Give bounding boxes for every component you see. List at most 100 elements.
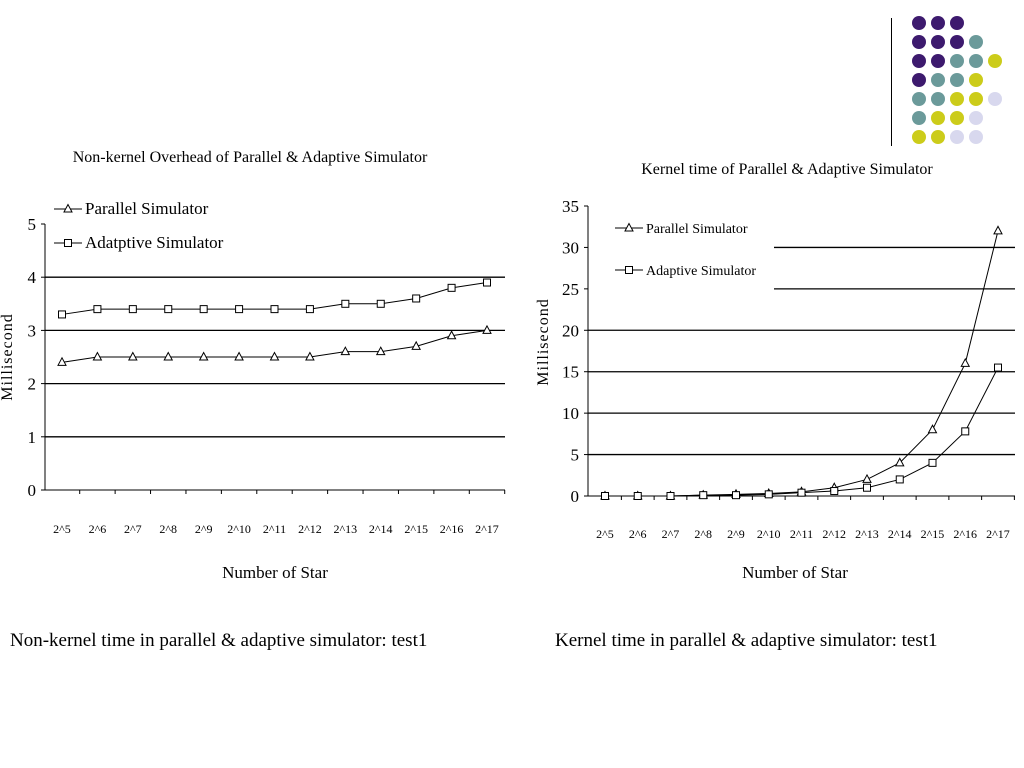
x-tick-label: 2^5 <box>596 527 614 541</box>
data-point <box>994 363 1002 372</box>
decorative-dot <box>912 16 926 30</box>
data-point <box>482 324 492 334</box>
decorative-dot <box>969 73 983 87</box>
data-point <box>376 299 385 308</box>
y-tick-label: 3 <box>28 321 37 340</box>
decorative-dot <box>931 73 945 87</box>
y-tick-label: 0 <box>28 481 37 500</box>
decorative-dot <box>931 35 945 49</box>
x-tick-label: 2^9 <box>195 522 213 536</box>
y-tick-label: 15 <box>562 363 579 382</box>
data-point <box>863 483 871 492</box>
data-point <box>601 492 609 500</box>
x-tick-label: 2^13 <box>855 527 879 541</box>
data-point <box>960 357 971 367</box>
x-tick-label: 2^7 <box>662 527 680 541</box>
data-point <box>235 305 244 314</box>
x-tick-label: 2^6 <box>629 527 647 541</box>
caption-right: Kernel time in parallel & adaptive simul… <box>555 630 938 651</box>
data-point <box>412 294 421 303</box>
data-point <box>127 351 138 361</box>
decorative-dot <box>969 92 983 106</box>
data-point <box>894 457 905 467</box>
x-tick-label: 2^12 <box>822 527 846 541</box>
data-point <box>797 488 806 497</box>
decorative-divider-line <box>891 18 892 146</box>
data-point <box>862 473 872 483</box>
x-tick-label: 2^14 <box>888 527 912 541</box>
legend-marker <box>625 266 633 274</box>
decorative-dot <box>931 54 945 68</box>
data-point <box>199 305 208 314</box>
decorative-dot <box>969 111 983 125</box>
x-tick-label: 2^16 <box>953 527 977 541</box>
x-tick-label: 2^17 <box>986 527 1010 541</box>
decorative-dot <box>912 73 926 87</box>
decorative-dot <box>912 111 926 125</box>
data-point <box>92 351 103 361</box>
data-point <box>375 346 386 356</box>
data-point <box>927 424 938 434</box>
decorative-dot <box>950 73 964 87</box>
x-tick-label: 2^10 <box>227 522 251 536</box>
decorative-dot <box>950 92 964 106</box>
caption-left: Non-kernel time in parallel & adaptive s… <box>10 630 428 651</box>
data-point <box>305 351 315 361</box>
y-tick-label: 0 <box>571 487 580 506</box>
decorative-dot <box>931 111 945 125</box>
x-tick-label: 2^12 <box>298 522 322 536</box>
data-point <box>198 351 209 361</box>
y-tick-label: 4 <box>28 268 37 287</box>
y-tick-label: 20 <box>562 321 579 340</box>
data-point <box>305 305 314 314</box>
data-point <box>666 492 675 500</box>
data-point <box>447 283 456 292</box>
data-point <box>234 351 244 361</box>
x-tick-label: 2^7 <box>124 522 142 536</box>
data-point <box>732 491 740 500</box>
y-tick-label: 2 <box>28 375 37 394</box>
y-tick-label: 25 <box>562 280 579 299</box>
data-point <box>895 475 904 484</box>
x-tick-label: 2^11 <box>263 522 286 536</box>
decorative-dot <box>931 92 945 106</box>
y-tick-label: 30 <box>562 238 579 257</box>
x-tick-label: 2^11 <box>790 527 813 541</box>
decorative-dot <box>912 130 926 144</box>
x-tick-label: 2^17 <box>475 522 499 536</box>
decorative-dot-grid <box>912 16 1002 144</box>
x-axis-label: Number of Star <box>742 563 848 582</box>
data-point <box>633 492 642 500</box>
legend-marker <box>63 203 73 213</box>
data-point <box>961 427 970 436</box>
decorative-dot <box>931 130 945 144</box>
decorative-dot <box>950 16 964 30</box>
decorative-dot <box>950 130 964 144</box>
decorative-dot <box>950 35 964 49</box>
data-point <box>269 351 280 361</box>
chart-title: Non-kernel Overhead of Parallel & Adapti… <box>73 149 428 166</box>
data-point <box>128 305 137 314</box>
decorative-dot <box>988 92 1002 106</box>
data-point <box>163 351 174 361</box>
data-point <box>270 305 279 314</box>
series-line <box>605 367 999 497</box>
data-point <box>993 225 1003 235</box>
x-tick-label: 2^10 <box>757 527 781 541</box>
decorative-dot <box>931 16 945 30</box>
y-tick-label: 5 <box>28 215 37 234</box>
data-point <box>58 310 66 319</box>
x-tick-label: 2^8 <box>694 527 712 541</box>
legend-label: Adatptive Simulator <box>85 233 224 252</box>
decorative-dot <box>969 35 983 49</box>
y-axis-label: Millisecond <box>0 313 16 400</box>
x-tick-label: 2^8 <box>159 522 177 536</box>
data-point <box>928 458 937 467</box>
x-tick-label: 2^15 <box>921 527 945 541</box>
data-point <box>446 330 457 340</box>
x-tick-label: 2^6 <box>89 522 107 536</box>
decorative-dot <box>969 130 983 144</box>
data-point <box>830 487 839 496</box>
x-tick-label: 2^13 <box>334 522 358 536</box>
